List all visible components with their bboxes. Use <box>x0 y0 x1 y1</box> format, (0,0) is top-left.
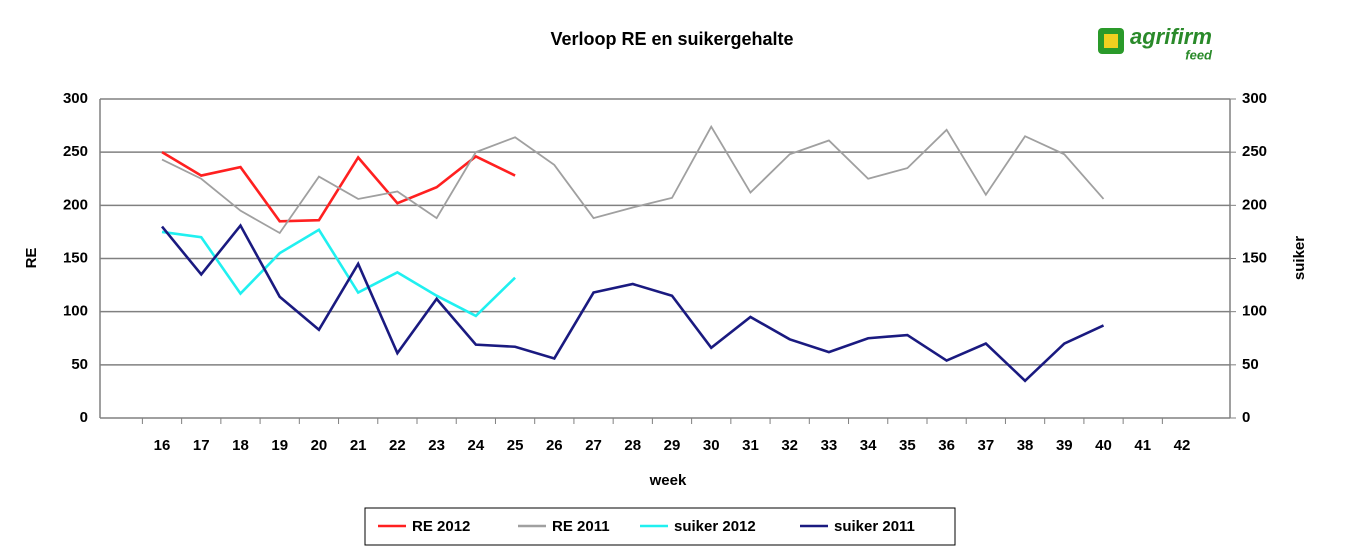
x-tick-label: 34 <box>860 437 877 454</box>
x-tick-label: 30 <box>703 437 720 454</box>
y2-tick-label: 50 <box>1242 356 1259 373</box>
x-tick-label: 22 <box>389 437 406 454</box>
y-tick-label: 50 <box>71 356 88 373</box>
x-tick-label: 35 <box>899 437 916 454</box>
y-tick-label: 250 <box>63 143 88 160</box>
y-tick-label: 0 <box>80 409 88 426</box>
x-tick-label: 20 <box>311 437 328 454</box>
legend-label: suiker 2011 <box>834 518 915 535</box>
y-axis-label: RE <box>23 248 40 269</box>
y2-tick-label: 150 <box>1242 249 1267 266</box>
y2-tick-label: 100 <box>1242 303 1267 320</box>
legend-box <box>364 507 956 546</box>
x-tick-label: 40 <box>1095 437 1112 454</box>
y2-tick-label: 200 <box>1242 196 1267 213</box>
x-tick-label: 29 <box>664 437 681 454</box>
logo-icon-inner <box>1104 34 1118 48</box>
x-tick-label: 41 <box>1134 437 1151 454</box>
series-line <box>161 151 516 223</box>
x-tick-label: 36 <box>938 437 955 454</box>
legend-label: suiker 2012 <box>674 518 756 535</box>
series-line <box>161 124 1105 235</box>
x-tick-label: 32 <box>781 437 798 454</box>
x-tick-label: 16 <box>154 437 171 454</box>
chart-title: Verloop RE en suikergehalte <box>550 29 793 49</box>
x-tick-label: 17 <box>193 437 210 454</box>
x-tick-label: 42 <box>1174 437 1191 454</box>
y-tick-label: 100 <box>63 303 88 320</box>
x-tick-label: 26 <box>546 437 563 454</box>
y2-tick-label: 0 <box>1242 409 1250 426</box>
x-tick-label: 27 <box>585 437 602 454</box>
x-tick-label: 31 <box>742 437 759 454</box>
x-axis-label: week <box>649 472 687 489</box>
logo-text: agrifirm <box>1130 24 1212 49</box>
x-tick-label: 21 <box>350 437 367 454</box>
x-tick-label: 18 <box>232 437 249 454</box>
series-line <box>161 223 1105 383</box>
x-tick-label: 37 <box>977 437 994 454</box>
y-tick-label: 200 <box>63 196 88 213</box>
x-tick-label: 25 <box>507 437 524 454</box>
logo: agrifirm feed <box>1098 24 1213 62</box>
x-tick-label: 38 <box>1017 437 1034 454</box>
x-tick-label: 39 <box>1056 437 1073 454</box>
series-line <box>161 228 516 318</box>
x-tick-label: 19 <box>271 437 288 454</box>
logo-sub: feed <box>1185 47 1213 62</box>
x-tick-label: 33 <box>821 437 838 454</box>
x-tick-label: 28 <box>624 437 641 454</box>
x-tick-label: 23 <box>428 437 445 454</box>
y-tick-label: 150 <box>63 249 88 266</box>
x-tick-label: 24 <box>468 437 485 454</box>
y2-axis-label: suiker <box>1291 236 1308 280</box>
legend-label: RE 2012 <box>412 518 470 535</box>
legend-label: RE 2011 <box>552 518 610 535</box>
y2-tick-label: 250 <box>1242 143 1267 160</box>
y-tick-label: 300 <box>63 90 88 107</box>
y2-tick-label: 300 <box>1242 90 1267 107</box>
